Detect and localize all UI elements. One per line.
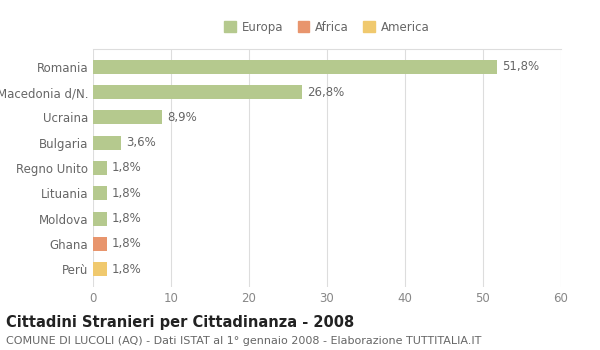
Text: 51,8%: 51,8% [502, 60, 539, 73]
Text: 3,6%: 3,6% [126, 136, 155, 149]
Bar [93, 237, 107, 251]
Bar [93, 212, 107, 225]
Text: 1,8%: 1,8% [112, 237, 142, 250]
Text: 1,8%: 1,8% [112, 212, 142, 225]
Bar [93, 60, 497, 74]
Bar [93, 111, 163, 124]
Legend: Europa, Africa, America: Europa, Africa, America [224, 21, 430, 34]
Bar [93, 161, 107, 175]
Text: 1,8%: 1,8% [112, 187, 142, 200]
Bar [93, 262, 107, 276]
Bar [93, 85, 302, 99]
Text: 26,8%: 26,8% [307, 86, 344, 99]
Text: 1,8%: 1,8% [112, 263, 142, 276]
Text: 1,8%: 1,8% [112, 161, 142, 175]
Bar [93, 136, 121, 150]
Text: COMUNE DI LUCOLI (AQ) - Dati ISTAT al 1° gennaio 2008 - Elaborazione TUTTITALIA.: COMUNE DI LUCOLI (AQ) - Dati ISTAT al 1°… [6, 336, 481, 346]
Text: Cittadini Stranieri per Cittadinanza - 2008: Cittadini Stranieri per Cittadinanza - 2… [6, 315, 354, 330]
Bar [93, 186, 107, 200]
Text: 8,9%: 8,9% [167, 111, 197, 124]
